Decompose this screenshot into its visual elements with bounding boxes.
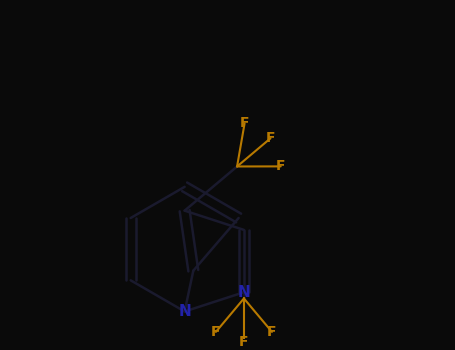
Text: F: F xyxy=(276,159,285,173)
Text: N: N xyxy=(238,285,250,300)
Text: F: F xyxy=(240,117,249,131)
Text: F: F xyxy=(239,335,249,349)
Text: F: F xyxy=(266,131,275,145)
Text: F: F xyxy=(211,325,221,339)
Text: N: N xyxy=(178,304,191,319)
Text: F: F xyxy=(267,325,277,339)
